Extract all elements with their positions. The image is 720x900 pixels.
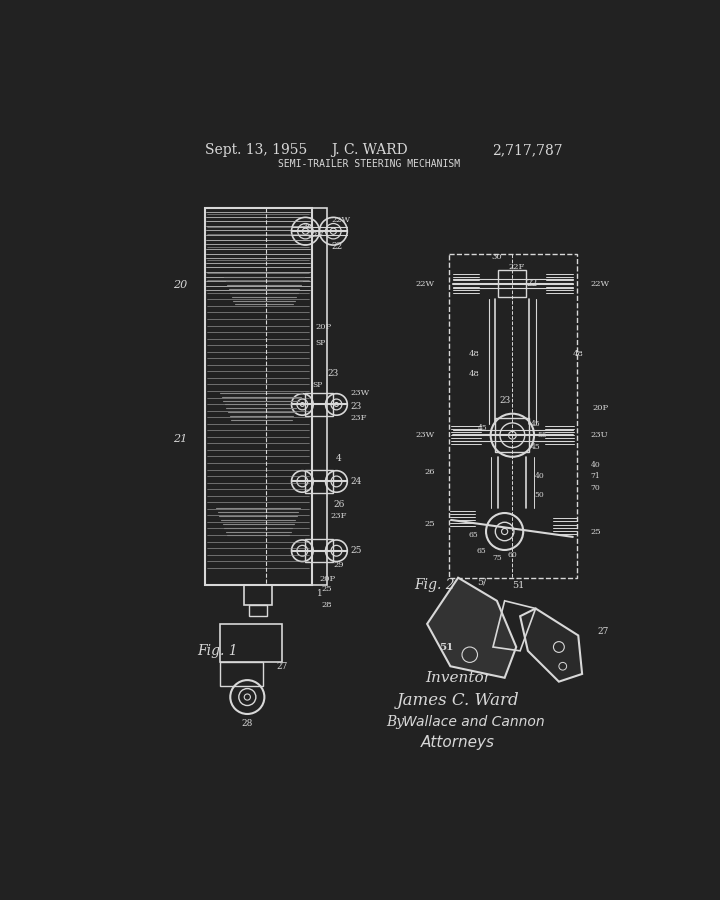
Polygon shape <box>427 578 516 678</box>
Text: SP: SP <box>312 382 323 389</box>
Text: 26: 26 <box>333 500 344 509</box>
Text: 28: 28 <box>242 719 253 728</box>
Text: By: By <box>386 716 404 730</box>
Text: 50: 50 <box>535 491 544 500</box>
Text: 25: 25 <box>590 527 601 536</box>
Text: 51: 51 <box>513 580 525 590</box>
Text: 20: 20 <box>174 280 188 290</box>
Text: 40: 40 <box>590 461 600 469</box>
Text: 23F: 23F <box>351 414 367 422</box>
Text: Wallace and Cannon: Wallace and Cannon <box>402 716 544 730</box>
Text: 75: 75 <box>492 554 502 562</box>
Text: 22: 22 <box>526 279 537 288</box>
Text: 22W: 22W <box>331 216 350 223</box>
Bar <box>312 208 327 585</box>
Text: Fig. 1: Fig. 1 <box>197 644 238 658</box>
Text: 1: 1 <box>317 589 323 598</box>
Text: Inventor: Inventor <box>426 670 491 685</box>
Text: 23: 23 <box>328 369 339 378</box>
Text: 5/: 5/ <box>477 577 486 586</box>
Text: 45: 45 <box>531 419 541 428</box>
Text: 48: 48 <box>468 370 479 378</box>
Text: 27: 27 <box>276 662 288 670</box>
Text: 28: 28 <box>322 600 333 608</box>
Text: Sept. 13, 1955: Sept. 13, 1955 <box>204 143 307 157</box>
Text: 23: 23 <box>351 402 361 411</box>
Text: 4: 4 <box>336 454 342 463</box>
Text: 45: 45 <box>478 424 488 432</box>
Text: 65: 65 <box>469 531 479 539</box>
Text: 55: 55 <box>537 431 546 439</box>
Bar <box>498 270 526 297</box>
Text: 27: 27 <box>598 627 609 636</box>
Bar <box>244 585 272 605</box>
Text: J. C. WARD: J. C. WARD <box>330 143 408 157</box>
Text: 70: 70 <box>590 483 600 491</box>
Text: 51: 51 <box>439 643 454 652</box>
Bar <box>449 255 577 578</box>
Text: 25: 25 <box>424 520 435 527</box>
Text: 22F: 22F <box>307 231 324 239</box>
Text: 30: 30 <box>302 223 313 231</box>
Text: 25: 25 <box>322 585 333 593</box>
Text: 71: 71 <box>590 472 600 480</box>
Text: 40: 40 <box>535 472 544 480</box>
Text: 20P: 20P <box>593 404 608 412</box>
Polygon shape <box>520 608 582 681</box>
Text: 22W: 22W <box>415 280 435 288</box>
Text: 23W: 23W <box>415 431 435 439</box>
Text: 30: 30 <box>492 253 502 261</box>
Text: 45: 45 <box>531 443 541 451</box>
Text: SEMI-TRAILER STEERING MECHANISM: SEMI-TRAILER STEERING MECHANISM <box>278 159 460 169</box>
Text: 23U: 23U <box>590 431 608 439</box>
Text: 22F: 22F <box>508 263 524 271</box>
Text: 24: 24 <box>351 477 361 486</box>
Bar <box>249 605 267 617</box>
Text: 20P: 20P <box>315 323 331 331</box>
Text: 23W: 23W <box>351 389 369 397</box>
Text: 20P: 20P <box>319 575 336 583</box>
Bar <box>495 418 529 452</box>
Text: James C. Ward: James C. Ward <box>397 692 519 709</box>
Bar <box>204 208 312 585</box>
Bar <box>305 470 333 493</box>
Bar <box>305 539 333 562</box>
Bar <box>220 624 282 662</box>
Text: SP: SP <box>316 339 326 346</box>
Text: 21: 21 <box>174 434 188 444</box>
Bar <box>220 662 263 686</box>
Text: 29: 29 <box>333 561 344 569</box>
Text: 65: 65 <box>477 546 486 554</box>
Bar <box>305 393 333 416</box>
Text: 22W: 22W <box>590 280 610 288</box>
Text: 22: 22 <box>331 242 342 251</box>
Text: Attorneys: Attorneys <box>421 735 495 750</box>
Text: 60: 60 <box>508 551 517 559</box>
Text: 2,717,787: 2,717,787 <box>492 143 563 157</box>
Text: 48: 48 <box>468 350 479 358</box>
Text: 26: 26 <box>424 468 435 476</box>
Text: 25: 25 <box>351 546 362 555</box>
Text: Fig. 2: Fig. 2 <box>414 579 454 592</box>
Text: 48: 48 <box>573 350 584 358</box>
Text: 23: 23 <box>499 396 510 405</box>
Text: 23F: 23F <box>330 512 347 520</box>
